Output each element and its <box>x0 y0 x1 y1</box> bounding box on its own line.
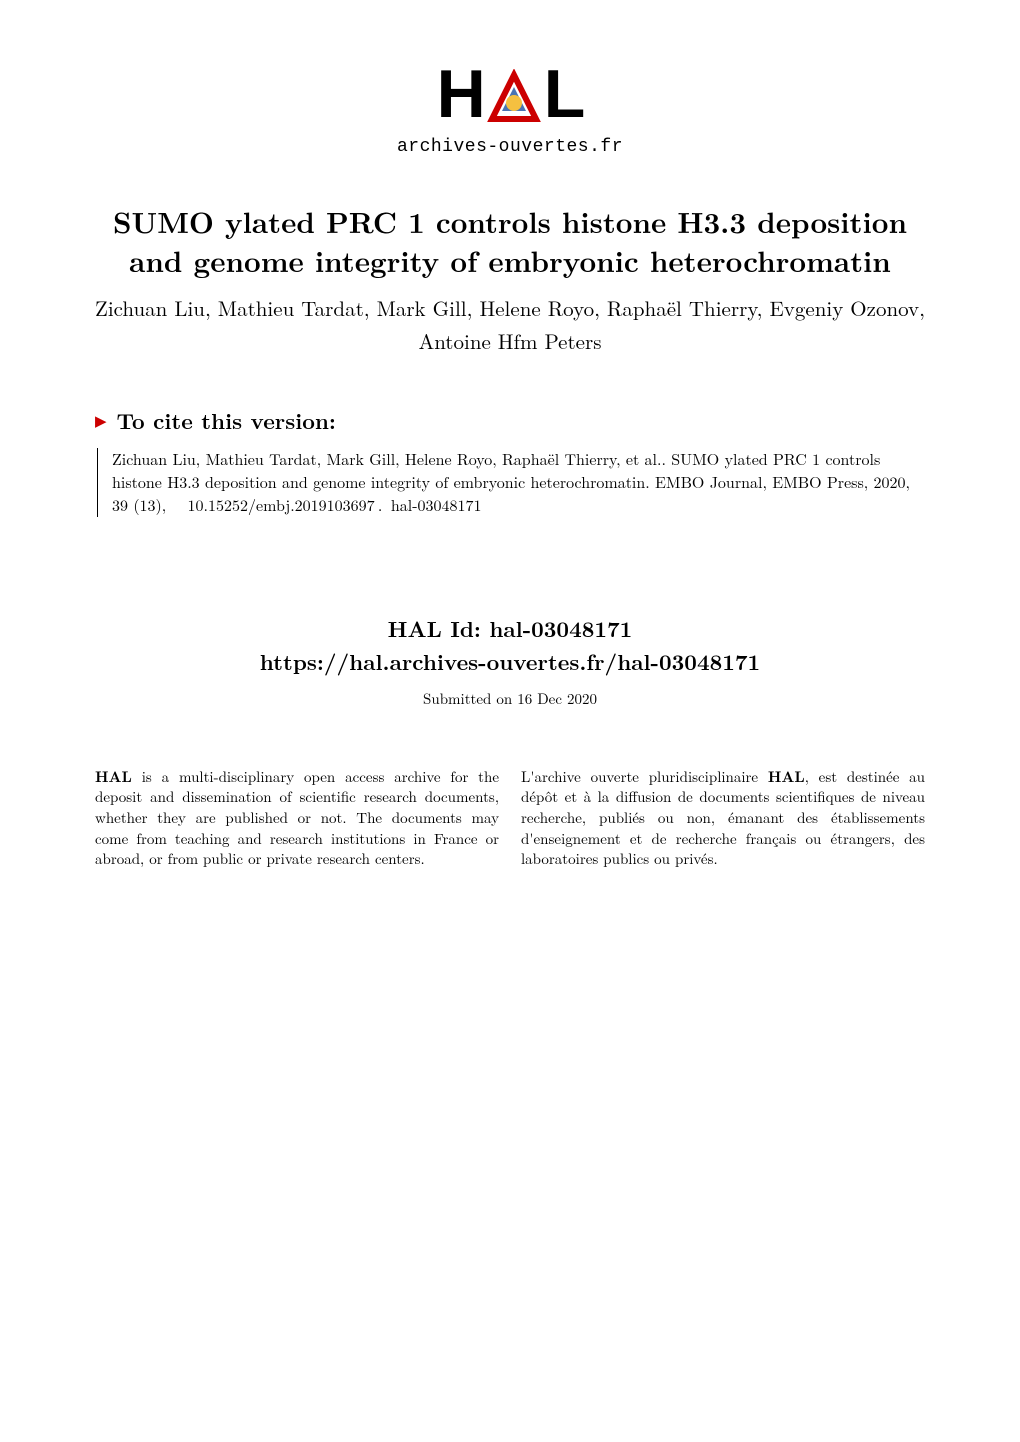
paper-title: SUMO ylated PRC 1 controls histone H3.3 … <box>95 202 925 280</box>
logo-subtitle: archives-ouvertes.fr <box>397 137 623 157</box>
halid-id: HAL Id: hal-03048171 <box>95 612 925 645</box>
logo-letter-h: H <box>437 55 484 133</box>
logo-letter-l: L <box>544 55 584 133</box>
hal-logo: H L <box>437 55 584 133</box>
footer-columns: HAL is a multi-disciplinary open access … <box>95 767 925 870</box>
footer-left-text: is a multi-disciplinary open access arch… <box>95 766 499 870</box>
footer-right-pre: L'archive ouverte pluridisciplinaire <box>521 766 768 787</box>
hal-logo-section: H L archives-ouvertes.fr <box>95 55 925 157</box>
title-section: SUMO ylated PRC 1 controls histone H3.3 … <box>95 202 925 357</box>
cite-section: ▶ To cite this version: Zichuan Liu, Mat… <box>95 405 925 516</box>
cite-title: To cite this version: <box>117 405 336 436</box>
halid-url: https://hal.archives-ouvertes.fr/hal-030… <box>95 645 925 678</box>
submitted-date: Submitted on 16 Dec 2020 <box>95 688 925 709</box>
footer-right: L'archive ouverte pluridisciplinaire HAL… <box>521 767 925 870</box>
halid-section: HAL Id: hal-03048171 https://hal.archive… <box>95 612 925 709</box>
footer-left: HAL is a multi-disciplinary open access … <box>95 767 499 870</box>
footer-right-bold: HAL <box>768 766 805 787</box>
paper-authors: Zichuan Liu, Mathieu Tardat, Mark Gill, … <box>95 292 925 357</box>
logo-a-icon <box>486 69 542 125</box>
cite-body: Zichuan Liu, Mathieu Tardat, Mark Gill, … <box>97 448 925 516</box>
footer-left-bold: HAL <box>95 766 132 787</box>
triangle-icon: ▶ <box>95 410 107 431</box>
cite-header: ▶ To cite this version: <box>95 405 925 436</box>
